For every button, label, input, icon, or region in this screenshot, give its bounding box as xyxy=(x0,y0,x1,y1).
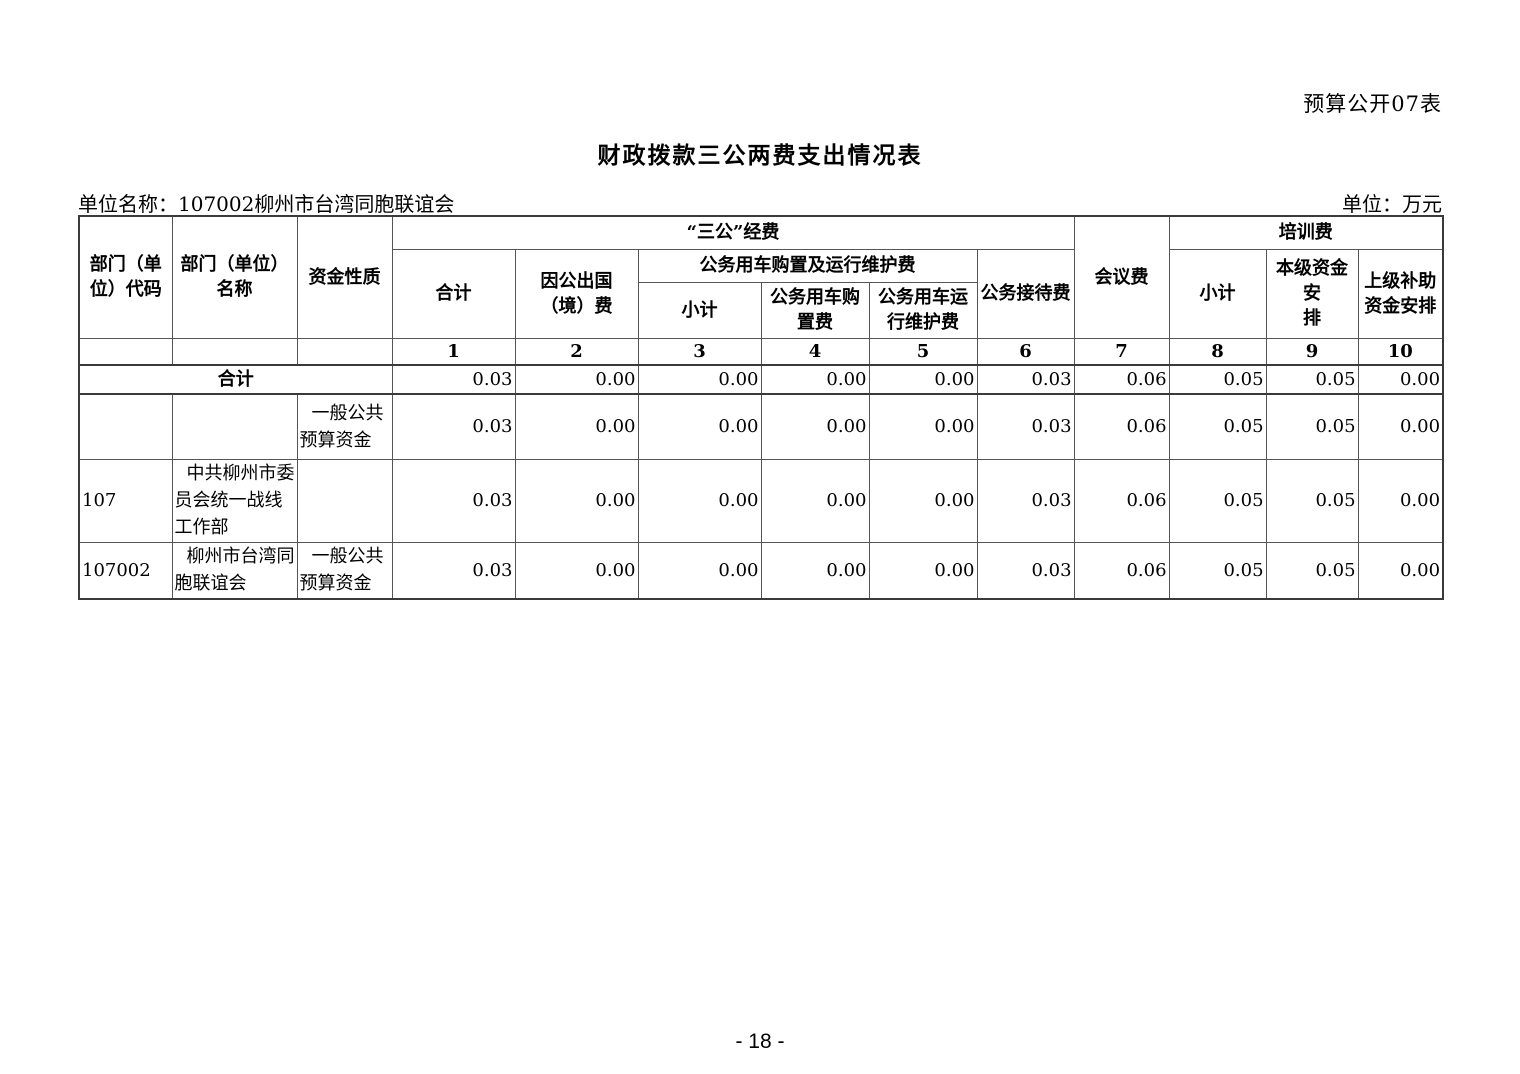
cell-value: 0.03 xyxy=(976,393,1075,460)
header-row-groups: 部门（单 位）代码 部门（单位） 名称 资金性质 “三公”经费 会议费 培训费 xyxy=(78,215,1444,339)
column-number: 5 xyxy=(868,337,978,366)
header-reception-fee: 公务接待费 xyxy=(976,248,1075,339)
table-row-grand-total: 合计 0.03 0.00 0.00 0.00 0.00 0.03 0.06 0.… xyxy=(78,364,1444,395)
column-number: 6 xyxy=(976,337,1075,366)
cell-value: 0.00 xyxy=(514,541,639,600)
cell-value: 0.00 xyxy=(760,364,870,395)
cell-dept-code: 107002 xyxy=(78,541,173,600)
header-row-column-numbers: 1 2 3 4 5 6 7 8 9 10 xyxy=(78,337,1444,366)
header-training-own-level: 本级资金安 排 xyxy=(1265,248,1359,339)
cell-value: 0.03 xyxy=(391,541,516,600)
header-training-subtotal: 小计 xyxy=(1168,248,1267,339)
page-number: - 18 - xyxy=(735,1030,785,1053)
header-dept-code: 部门（单 位）代码 xyxy=(78,215,173,339)
cell-value: 0.06 xyxy=(1073,541,1170,600)
cell-value: 0.05 xyxy=(1168,458,1267,543)
header-meeting-fee: 会议费 xyxy=(1073,215,1170,339)
header-abroad-fee: 因公出国 （境）费 xyxy=(514,248,639,339)
header-dept-name: 部门（单位） 名称 xyxy=(171,215,298,339)
cell-value: 0.00 xyxy=(637,458,762,543)
cell-value: 0.06 xyxy=(1073,393,1170,460)
cell-value: 0.00 xyxy=(514,364,639,395)
header-row-vehicle-detail: 小计 公务用车购 置费 公务用车运 行维护费 xyxy=(79,281,1443,339)
cell-value: 0.05 xyxy=(1168,393,1267,460)
column-number: 3 xyxy=(637,337,762,366)
header-total: 合计 xyxy=(391,248,516,339)
cell-value: 0.00 xyxy=(1357,393,1444,460)
cell-value: 0.00 xyxy=(637,541,762,600)
column-number: 1 xyxy=(391,337,516,366)
cell-value: 0.00 xyxy=(760,393,870,460)
header-vehicle-purchase: 公务用车购 置费 xyxy=(760,281,870,339)
form-number-label: 预算公开07表 xyxy=(1303,92,1442,116)
header-training-subsidy: 上级补助 资金安排 xyxy=(1357,248,1444,339)
header-vehicle-maintenance: 公务用车运 行维护费 xyxy=(868,281,978,339)
cell-value: 0.00 xyxy=(868,458,978,543)
column-number: 2 xyxy=(514,337,639,366)
table-meta-row: 单位名称：107002柳州市台湾同胞联谊会 单位：万元 xyxy=(78,188,1442,217)
cell-value: 0.00 xyxy=(637,364,762,395)
expenditure-table: 部门（单 位）代码 部门（单位） 名称 资金性质 “三公”经费 会议费 培训费 … xyxy=(78,215,1445,600)
unit-name-label: 单位名称：107002柳州市台湾同胞联谊会 xyxy=(78,192,455,216)
table-row: 107002 柳州市台湾同 胞联谊会 一般公共 预算资金 0.03 0.00 0… xyxy=(78,541,1444,600)
cell-value: 0.00 xyxy=(1357,541,1444,600)
cell-value: 0.00 xyxy=(514,458,639,543)
cell-dept-name: 柳州市台湾同 胞联谊会 xyxy=(171,541,298,600)
cell-value: 0.05 xyxy=(1168,541,1267,600)
cell-value: 0.05 xyxy=(1265,541,1359,600)
cell-value: 0.00 xyxy=(868,393,978,460)
cell-value: 0.03 xyxy=(976,541,1075,600)
header-three-public-group: “三公”经费 xyxy=(391,215,1075,250)
cell-value: 0.00 xyxy=(1357,364,1444,395)
cell-dept-code xyxy=(78,393,173,460)
number-row-spacer xyxy=(171,337,298,366)
unit-of-measure-label: 单位：万元 xyxy=(1342,192,1442,216)
column-number: 8 xyxy=(1168,337,1267,366)
column-number: 4 xyxy=(760,337,870,366)
cell-value: 0.06 xyxy=(1073,364,1170,395)
number-row-spacer xyxy=(296,337,393,366)
column-number: 7 xyxy=(1073,337,1170,366)
cell-value: 0.06 xyxy=(1073,458,1170,543)
grand-total-label: 合计 xyxy=(78,364,393,395)
column-number: 9 xyxy=(1265,337,1359,366)
cell-value: 0.03 xyxy=(391,364,516,395)
cell-value: 0.00 xyxy=(514,393,639,460)
cell-value: 0.00 xyxy=(868,364,978,395)
header-row-subgroups: 合计 因公出国 （境）费 公务用车购置及运行维护费 公务接待费 小计 本级资金安… xyxy=(79,248,1444,339)
cell-fund-nature xyxy=(296,458,393,543)
header-vehicle-group: 公务用车购置及运行维护费 xyxy=(637,248,978,283)
cell-value: 0.00 xyxy=(760,458,870,543)
column-number: 10 xyxy=(1357,337,1444,366)
cell-dept-name: 中共柳州市委 员会统一战线 工作部 xyxy=(171,458,298,543)
cell-value: 0.00 xyxy=(637,393,762,460)
cell-value: 0.03 xyxy=(976,364,1075,395)
cell-value: 0.03 xyxy=(976,458,1075,543)
table-row: 107 中共柳州市委 员会统一战线 工作部 0.03 0.00 0.00 0.0… xyxy=(78,458,1444,543)
cell-dept-code: 107 xyxy=(78,458,173,543)
cell-dept-name xyxy=(171,393,298,460)
cell-value: 0.05 xyxy=(1168,364,1267,395)
cell-value: 0.05 xyxy=(1265,364,1359,395)
table-row: 一般公共 预算资金 0.03 0.00 0.00 0.00 0.00 0.03 … xyxy=(78,393,1444,460)
cell-value: 0.00 xyxy=(1357,458,1444,543)
cell-value: 0.05 xyxy=(1265,458,1359,543)
cell-value: 0.03 xyxy=(391,393,516,460)
cell-value: 0.00 xyxy=(760,541,870,600)
number-row-spacer xyxy=(78,337,173,366)
header-vehicle-subtotal: 小计 xyxy=(637,281,762,339)
cell-value: 0.03 xyxy=(391,458,516,543)
cell-value: 0.05 xyxy=(1265,393,1359,460)
header-training-group: 培训费 xyxy=(1168,215,1444,250)
cell-fund-nature: 一般公共 预算资金 xyxy=(296,541,393,600)
header-fund-nature: 资金性质 xyxy=(296,215,393,339)
page-title: 财政拨款三公两费支出情况表 xyxy=(597,142,923,169)
cell-fund-nature: 一般公共 预算资金 xyxy=(296,393,393,460)
cell-value: 0.00 xyxy=(868,541,978,600)
